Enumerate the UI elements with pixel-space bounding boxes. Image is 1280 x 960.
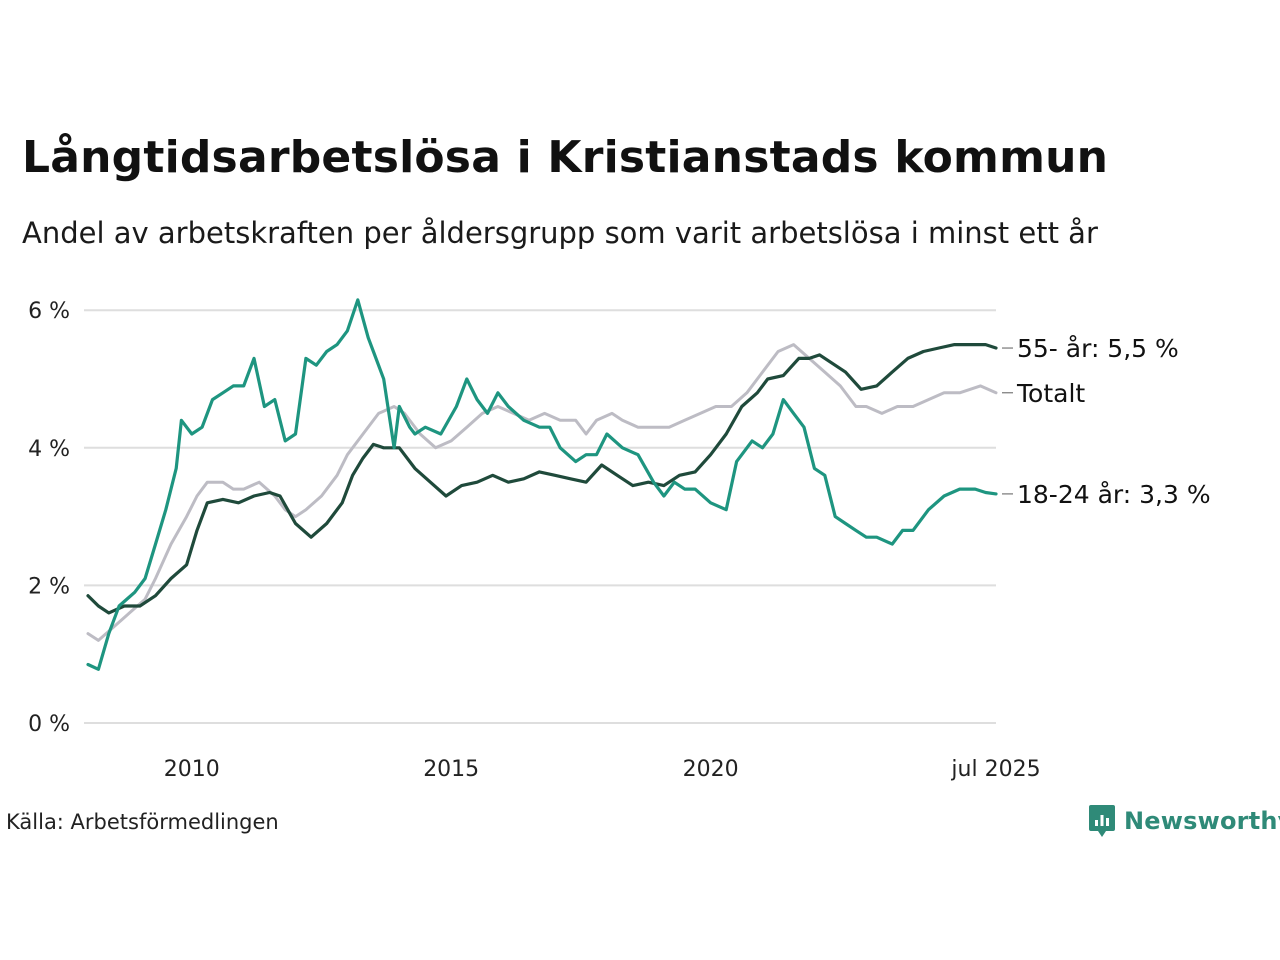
series-label: 18-24 år: 3,3 % — [1017, 480, 1211, 509]
x-tick-label: jul 2025 — [950, 757, 1040, 782]
x-tick-label: 2020 — [683, 757, 739, 782]
series-label: 55- år: 5,5 % — [1017, 334, 1179, 363]
x-tick-label: 2010 — [164, 757, 220, 782]
chart-title: Långtidsarbetslösa i Kristianstads kommu… — [22, 132, 1109, 183]
newsworthy-logo-icon — [1089, 805, 1115, 837]
grid-lines — [84, 309, 996, 724]
series-label: Totalt — [1016, 379, 1085, 408]
y-tick-label: 2 % — [28, 574, 70, 599]
x-axis-tick-labels: 2010 2015 2020 jul 2025 — [164, 757, 1041, 782]
x-tick-label: 2015 — [423, 757, 479, 782]
source-note: Källa: Arbetsförmedlingen — [6, 810, 279, 834]
chart-subtitle: Andel av arbetskraften per åldersgrupp s… — [22, 216, 1098, 250]
series-end-labels: Totalt 55- år: 5,5 % 18-24 år: 3,3 % — [1002, 334, 1211, 509]
y-tick-label: 0 % — [28, 712, 70, 737]
series-line-18-24-r — [86, 298, 998, 671]
logo-text: Newsworthy — [1124, 807, 1280, 835]
y-tick-label: 6 % — [28, 299, 70, 324]
y-tick-label: 4 % — [28, 437, 70, 462]
y-axis-tick-labels: 0 % 2 % 4 % 6 % — [28, 299, 70, 737]
series-line-55-r — [86, 343, 998, 615]
newsworthy-logo: Newsworthy — [1088, 804, 1280, 838]
series-lines — [86, 298, 998, 671]
